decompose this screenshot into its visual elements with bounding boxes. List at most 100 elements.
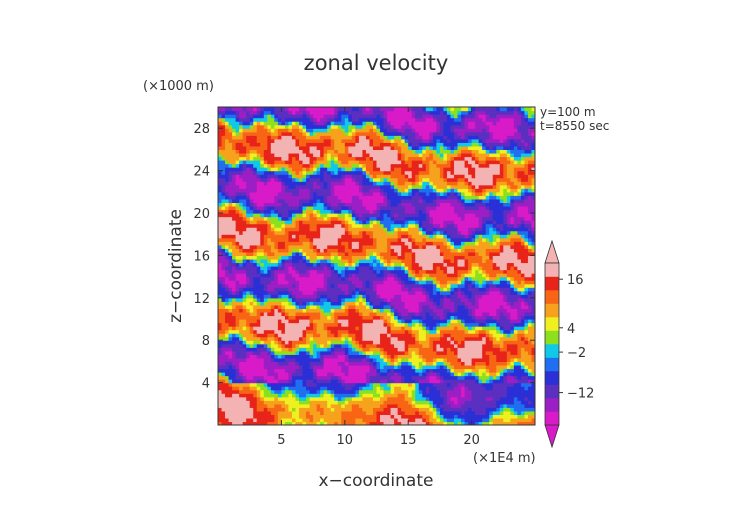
- heatmap-cell: [450, 230, 455, 235]
- heatmap-cell: [228, 234, 233, 239]
- heatmap-cell: [288, 382, 293, 387]
- heatmap-cell: [506, 241, 511, 246]
- heatmap-cell: [418, 333, 423, 338]
- heatmap-cell: [358, 393, 364, 398]
- heatmap-cell: [302, 255, 307, 260]
- heatmap-cell: [439, 403, 445, 408]
- heatmap-cell: [394, 382, 399, 387]
- heatmap-cell: [341, 400, 346, 405]
- heatmap-cell: [344, 287, 349, 292]
- heatmap-cell: [464, 343, 469, 348]
- heatmap-cell: [513, 357, 518, 362]
- heatmap-cell: [415, 308, 420, 313]
- heatmap-cell: [372, 273, 378, 278]
- heatmap-cell: [496, 308, 501, 313]
- heatmap-cell: [496, 237, 501, 242]
- heatmap-cell: [468, 287, 473, 292]
- heatmap-cell: [218, 251, 223, 256]
- heatmap-cell: [425, 237, 430, 242]
- heatmap-cell: [408, 354, 413, 359]
- heatmap-cell: [348, 244, 353, 249]
- heatmap-cell: [320, 227, 325, 232]
- heatmap-cell: [401, 248, 406, 253]
- heatmap-cell: [260, 266, 265, 271]
- heatmap-cell: [302, 290, 307, 295]
- heatmap-cell: [316, 389, 321, 394]
- heatmap-cell: [232, 227, 237, 232]
- heatmap-cell: [277, 301, 282, 306]
- heatmap-cell: [344, 227, 349, 232]
- heatmap-cell: [478, 258, 483, 264]
- heatmap-cell: [291, 294, 297, 299]
- heatmap-cell: [281, 311, 286, 317]
- heatmap-cell: [306, 326, 311, 331]
- heatmap-cell: [478, 266, 483, 271]
- heatmap-cell: [397, 407, 402, 412]
- heatmap-cell: [337, 382, 342, 387]
- heatmap-cell: [306, 290, 311, 295]
- heatmap-cell: [415, 244, 420, 249]
- heatmap-cell: [253, 266, 258, 271]
- heatmap-cell: [277, 347, 282, 352]
- heatmap-cell: [309, 340, 314, 345]
- heatmap-cell: [443, 319, 448, 324]
- heatmap-cell: [295, 403, 300, 408]
- heatmap-cell: [288, 389, 293, 394]
- heatmap-cell: [404, 258, 409, 264]
- heatmap-cell: [320, 361, 325, 366]
- heatmap-cell: [390, 273, 395, 278]
- heatmap-cell: [302, 251, 307, 256]
- heatmap-cell: [520, 241, 526, 246]
- heatmap-cell: [295, 319, 300, 324]
- heatmap-cell: [415, 255, 420, 260]
- heatmap-cell: [397, 262, 402, 267]
- heatmap-cell: [358, 262, 364, 267]
- heatmap-cell: [263, 227, 268, 232]
- heatmap-cell: [334, 421, 339, 425]
- heatmap-cell: [253, 393, 258, 398]
- heatmap-cell: [341, 389, 346, 394]
- heatmap-cell: [341, 266, 346, 271]
- heatmap-cell: [330, 258, 335, 264]
- heatmap-cell: [418, 343, 423, 348]
- heatmap-cell: [464, 287, 469, 292]
- heatmap-cell: [464, 357, 469, 362]
- heatmap-cell: [295, 255, 300, 260]
- heatmap-cell: [429, 304, 434, 309]
- heatmap-cell: [337, 389, 342, 394]
- heatmap-cell: [218, 269, 223, 274]
- heatmap-cell: [383, 326, 388, 331]
- heatmap-cell: [351, 230, 356, 235]
- heatmap-cell: [299, 361, 304, 366]
- heatmap-cell: [313, 340, 318, 345]
- heatmap-cell: [418, 301, 423, 306]
- heatmap-cell: [320, 315, 325, 320]
- heatmap-cell: [309, 304, 314, 309]
- heatmap-cell: [260, 326, 265, 331]
- heatmap-cell: [246, 283, 251, 288]
- heatmap-cell: [260, 301, 265, 306]
- heatmap-cell: [383, 322, 388, 327]
- heatmap-cell: [475, 276, 480, 281]
- heatmap-cell: [411, 375, 416, 380]
- heatmap-cell: [531, 333, 535, 338]
- heatmap-cell: [288, 403, 293, 408]
- heatmap-cell: [461, 258, 466, 264]
- heatmap-cell: [313, 227, 318, 232]
- heatmap-cell: [383, 375, 388, 380]
- heatmap-cell: [496, 301, 501, 306]
- heatmap-cell: [478, 372, 483, 377]
- heatmap-cell: [253, 368, 258, 373]
- heatmap-cell: [376, 329, 381, 334]
- heatmap-cell: [461, 248, 466, 253]
- heatmap-cell: [513, 244, 518, 249]
- heatmap-cell: [383, 410, 388, 415]
- heatmap-cell: [256, 333, 261, 338]
- heatmap-cell: [485, 414, 490, 419]
- heatmap-cell: [520, 280, 526, 285]
- heatmap-cell: [309, 237, 314, 242]
- heatmap-cell: [313, 421, 318, 425]
- heatmap-cell: [299, 283, 304, 288]
- heatmap-cell: [425, 372, 430, 377]
- heatmap-cell: [365, 350, 371, 355]
